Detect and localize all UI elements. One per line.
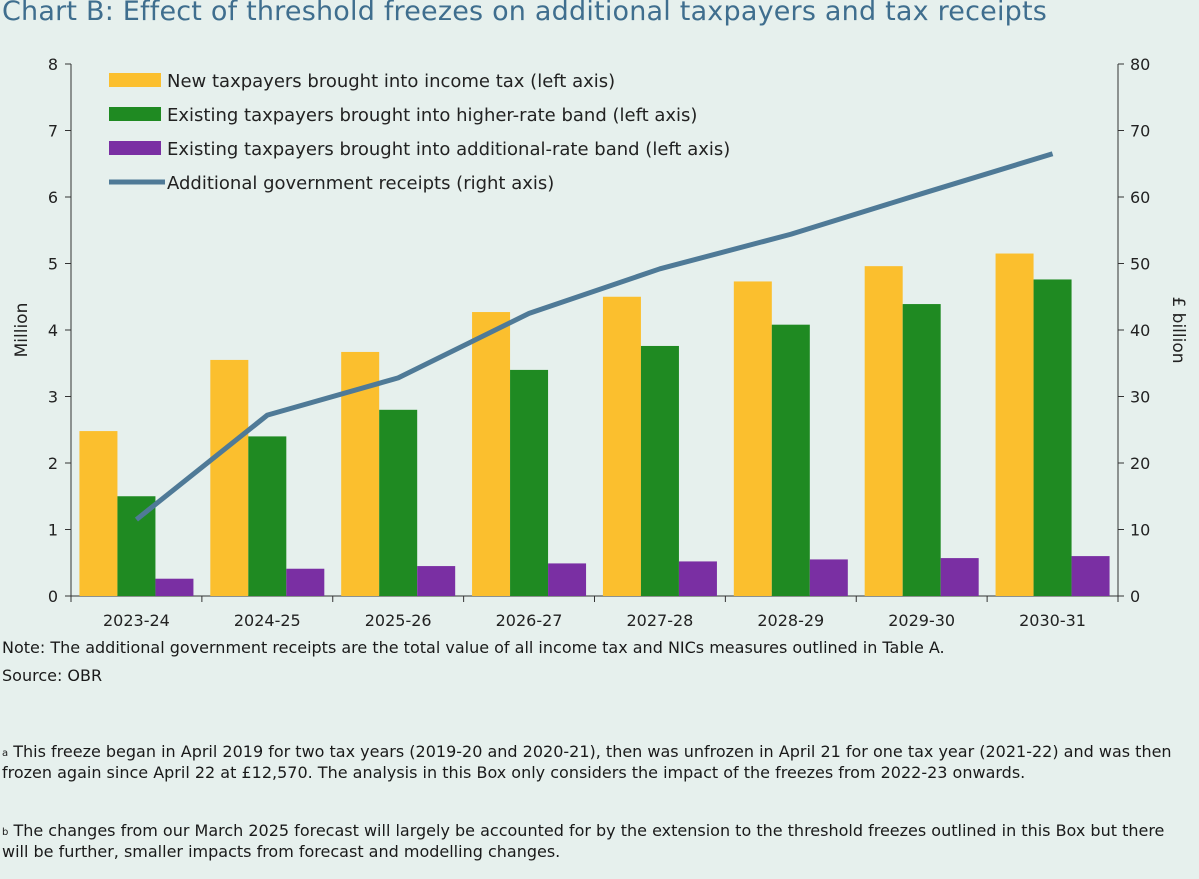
left-tick-label: 6 <box>48 188 58 207</box>
bar-series-2-2029-30 <box>902 304 941 596</box>
bar-series-1-2029-30 <box>864 266 903 596</box>
right-tick-label: 30 <box>1130 388 1150 407</box>
bar-series-1-2028-29 <box>733 281 772 596</box>
x-tick-label: 2030-31 <box>1019 611 1086 630</box>
bar-series-2-2023-24 <box>117 496 156 596</box>
bar-series-1-2030-31 <box>995 253 1034 596</box>
x-tick-label: 2026-27 <box>496 611 563 630</box>
footnote-b-marker: b <box>2 827 9 838</box>
x-tick-label: 2028-29 <box>757 611 824 630</box>
bar-series-1-2023-24 <box>79 431 118 596</box>
bar-series-3-2028-29 <box>809 559 848 596</box>
chart-source: Source: OBR <box>2 666 103 685</box>
legend-label-1: New taxpayers brought into income tax (l… <box>167 71 615 92</box>
bar-series-2-2030-31 <box>1033 279 1072 596</box>
footnote-b-text: The changes from our March 2025 forecast… <box>2 821 1165 861</box>
legend-swatch-3 <box>109 141 161 155</box>
chart-title: Chart B: Effect of threshold freezes on … <box>2 0 1048 27</box>
bar-series-3-2027-28 <box>678 561 717 596</box>
bar-series-3-2024-25 <box>286 568 325 596</box>
left-tick-label: 8 <box>48 55 58 74</box>
bar-series-1-2026-27 <box>472 312 511 596</box>
x-tick-label: 2027-28 <box>627 611 694 630</box>
bar-series-3-2026-27 <box>548 563 587 596</box>
left-tick-label: 3 <box>48 388 58 407</box>
right-tick-label: 20 <box>1130 454 1150 473</box>
footnote-a-text: This freeze began in April 2019 for two … <box>2 742 1172 782</box>
left-tick-label: 2 <box>48 454 58 473</box>
bar-series-2-2028-29 <box>771 324 810 596</box>
bar-series-3-2030-31 <box>1071 556 1110 596</box>
bar-series-1-2024-25 <box>210 359 249 596</box>
legend-label-3: Existing taxpayers brought into addition… <box>167 139 730 160</box>
x-tick-label: 2024-25 <box>234 611 301 630</box>
bar-series-3-2025-26 <box>417 566 456 596</box>
left-tick-label: 0 <box>48 587 58 606</box>
right-tick-label: 50 <box>1130 255 1150 274</box>
footnote-b: b The changes from our March 2025 foreca… <box>2 820 1192 862</box>
legend-swatch-1 <box>109 73 161 87</box>
left-tick-label: 1 <box>48 521 58 540</box>
footnote-a-marker: a <box>2 748 9 759</box>
bar-series-2-2025-26 <box>379 409 418 596</box>
bar-series-2-2027-28 <box>640 345 679 596</box>
bar-series-2-2024-25 <box>248 436 287 596</box>
receipts-line <box>134 151 1054 522</box>
x-tick-label: 2025-26 <box>365 611 432 630</box>
bar-series-2-2026-27 <box>510 369 549 596</box>
right-tick-label: 40 <box>1130 321 1150 340</box>
right-tick-label: 80 <box>1130 55 1150 74</box>
legend-swatch-2 <box>109 107 161 121</box>
right-tick-label: 70 <box>1130 122 1150 141</box>
x-tick-label: 2029-30 <box>888 611 955 630</box>
footnote-a: a This freeze began in April 2019 for tw… <box>2 741 1192 783</box>
left-tick-label: 7 <box>48 122 58 141</box>
x-tick-label: 2023-24 <box>103 611 170 630</box>
y2-axis-title: £ billion <box>1168 296 1188 363</box>
bar-series-3-2029-30 <box>940 558 979 596</box>
right-tick-label: 0 <box>1130 587 1140 606</box>
left-tick-label: 4 <box>48 321 58 340</box>
legend-label-2: Existing taxpayers brought into higher-r… <box>167 105 697 126</box>
right-tick-label: 60 <box>1130 188 1150 207</box>
legend-label-4: Additional government receipts (right ax… <box>167 173 554 194</box>
right-tick-label: 10 <box>1130 521 1150 540</box>
y-axis-title: Million <box>12 303 32 358</box>
bar-series-1-2027-28 <box>602 296 641 596</box>
bar-series-3-2023-24 <box>155 578 194 596</box>
chart-note: Note: The additional government receipts… <box>2 638 945 657</box>
left-tick-label: 5 <box>48 255 58 274</box>
